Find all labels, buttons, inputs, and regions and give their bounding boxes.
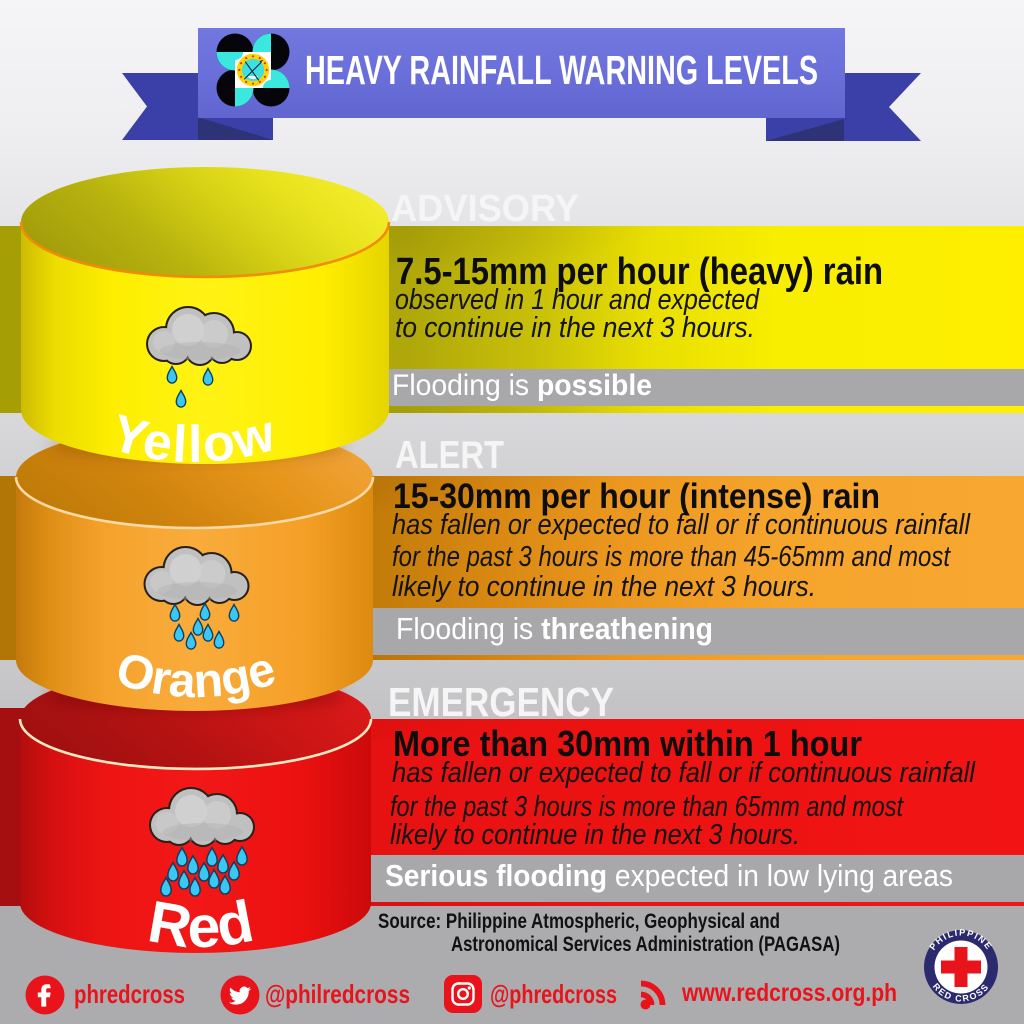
svg-text:phredcross: phredcross bbox=[74, 979, 185, 1009]
svg-text:@philredcross: @philredcross bbox=[265, 979, 410, 1009]
svg-text:www.redcross.org.ph: www.redcross.org.ph bbox=[681, 979, 897, 1007]
svg-text:Red: Red bbox=[144, 888, 259, 961]
svg-text:HEAVY RAINFALL WARNING LEVELS: HEAVY RAINFALL WARNING LEVELS bbox=[305, 47, 818, 93]
svg-text:@phredcross: @phredcross bbox=[490, 979, 617, 1009]
